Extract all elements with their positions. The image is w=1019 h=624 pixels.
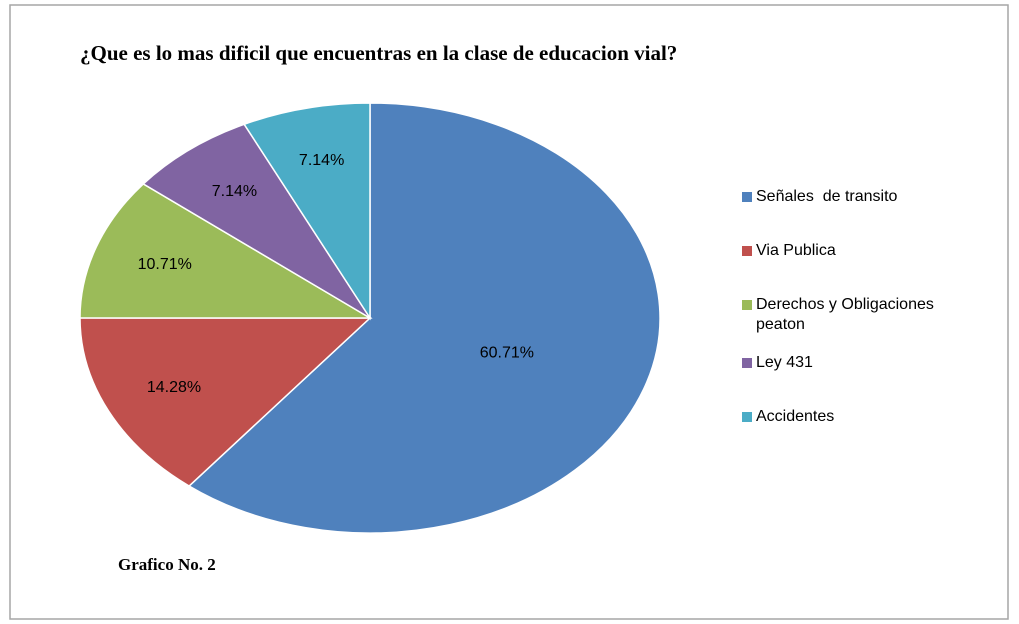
data-label: 7.14% bbox=[299, 152, 344, 169]
legend-swatch bbox=[742, 192, 752, 202]
data-label: 14.28% bbox=[147, 379, 201, 396]
pie-slice bbox=[187, 102, 661, 534]
data-label: 7.14% bbox=[212, 183, 257, 200]
legend-label: Derechos y Obligaciones peaton bbox=[756, 296, 934, 333]
data-label: 60.71% bbox=[480, 345, 534, 362]
pie-slice bbox=[79, 317, 372, 487]
legend-label: Señales de transito bbox=[756, 188, 898, 205]
pie-slice bbox=[79, 182, 373, 319]
chart-title: ¿Que es lo mas dificil que encuentras en… bbox=[80, 41, 677, 65]
legend-swatch bbox=[742, 300, 752, 310]
pie-slice bbox=[142, 123, 371, 319]
legend-swatch bbox=[742, 358, 752, 368]
legend-label: Ley 431 bbox=[756, 354, 813, 371]
legend-label: Via Publica bbox=[756, 242, 836, 259]
legend-swatch bbox=[742, 246, 752, 256]
footnote: Grafico No. 2 bbox=[118, 555, 216, 574]
pie-slice bbox=[243, 102, 371, 321]
legend-swatch bbox=[742, 412, 752, 422]
data-label: 10.71% bbox=[138, 256, 192, 273]
legend-label: Accidentes bbox=[756, 408, 834, 425]
